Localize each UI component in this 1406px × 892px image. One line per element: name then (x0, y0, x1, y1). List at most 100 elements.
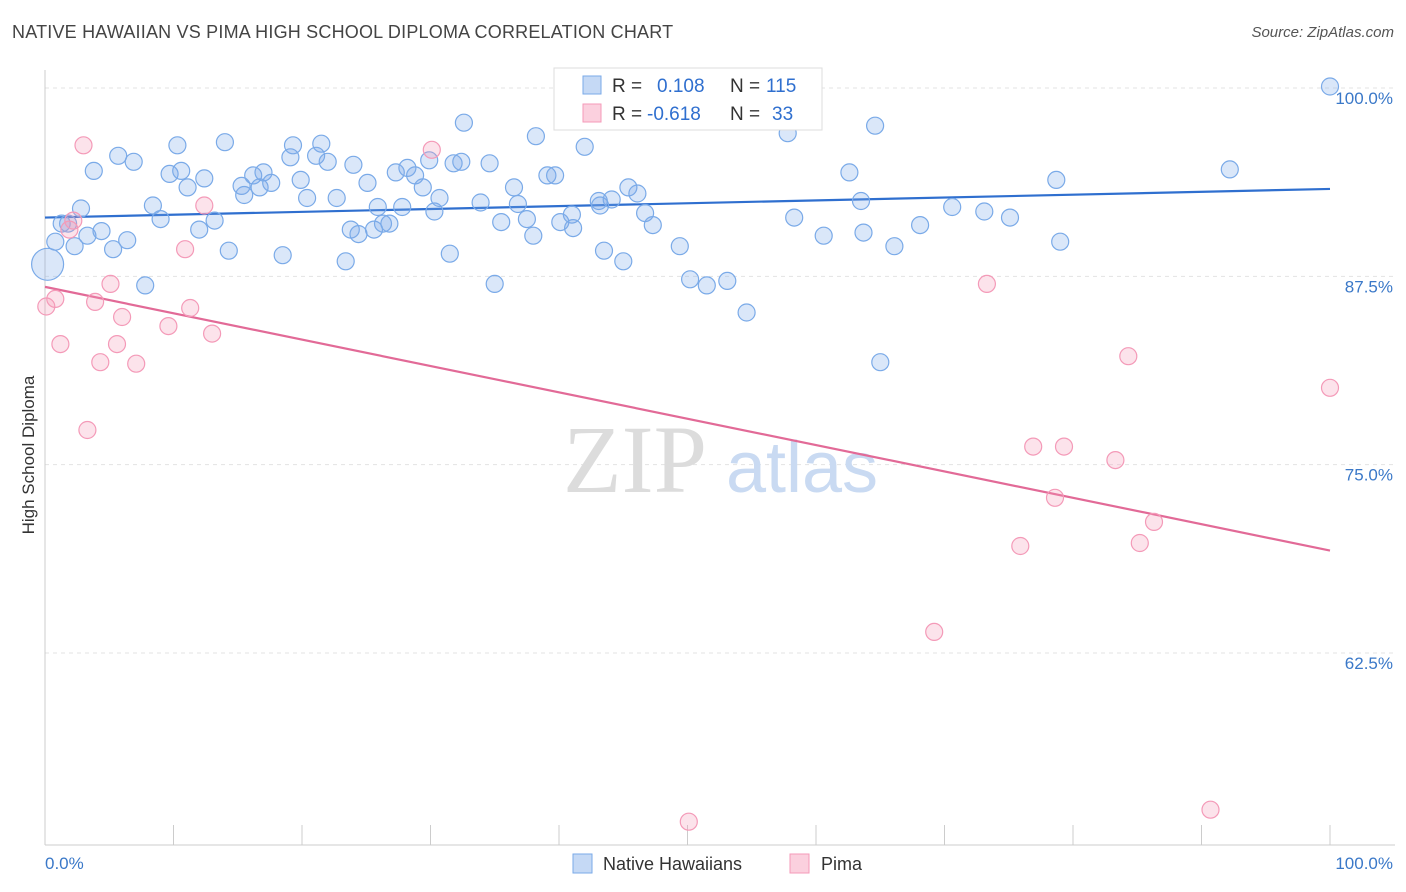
native-hawaiians-point (814, 226, 833, 245)
bottom-legend: Native Hawaiians Pima (572, 853, 863, 874)
pima-point (195, 196, 214, 215)
native-hawaiians-point (545, 166, 565, 185)
native-hawaiians-point (697, 276, 716, 295)
native-hawaiians-point (480, 154, 499, 173)
native-hawaiians-point (291, 170, 310, 189)
native-hawaiians-point (602, 190, 621, 209)
pima-point (159, 317, 178, 336)
native-hawaiians-point (103, 240, 123, 259)
legend-r-label: R = (612, 104, 642, 125)
native-hawaiians-point (840, 163, 859, 182)
native-hawaiians-point (526, 127, 546, 146)
native-hawaiians-point (420, 151, 439, 170)
native-hawaiians-point (215, 133, 234, 152)
native-hawaiians-point (854, 223, 873, 242)
native-hawaiians-point (327, 188, 346, 208)
native-hawaiians-point (78, 226, 97, 245)
pima-point (1130, 533, 1149, 553)
native-hawaiians-point (504, 178, 524, 197)
bottom-legend-label: Native Hawaiians (603, 854, 742, 874)
legend-r-value: -0.618 (647, 104, 701, 125)
bottom-legend-label: Pima (821, 854, 863, 874)
native-hawaiians-point (368, 197, 387, 217)
native-hawaiians-point (364, 220, 384, 239)
pima-point (60, 220, 79, 239)
pima-point (101, 274, 120, 293)
native-hawaiians-point (425, 202, 444, 221)
y-tick-label: 87.5% (1345, 277, 1393, 296)
pima-point (1320, 378, 1340, 397)
watermark: ZIP atlas (563, 406, 878, 513)
pima-point (1024, 437, 1043, 456)
native-hawaiians-point (485, 274, 504, 293)
native-hawaiians-point (1220, 160, 1239, 179)
native-hawaiians-point (413, 178, 432, 197)
native-hawaiians-point (118, 231, 137, 250)
native-hawaiians-point (336, 252, 355, 271)
native-hawaiians-point (124, 152, 143, 171)
native-hawaiians-point (273, 246, 292, 265)
native-hawaiians-point (178, 178, 197, 197)
legend-swatch-pink (582, 103, 602, 123)
native-hawaiians-point (454, 113, 473, 132)
y-tick-label: 100.0% (1335, 89, 1393, 108)
native-hawaiians-point (670, 237, 689, 256)
pima-point (181, 298, 200, 318)
native-hawaiians-point (283, 136, 303, 155)
legend: R = 0.108 N = 115 R = -0.618 N = 33 (553, 67, 823, 131)
native-hawaiians-point (190, 220, 209, 239)
native-hawaiians-point (975, 202, 994, 221)
native-hawaiians-point (136, 276, 155, 295)
native-hawaiians-point (1047, 170, 1066, 189)
x-tick-label: 100.0% (1335, 854, 1393, 873)
axes (44, 70, 1395, 846)
native-hawaiians-point (262, 173, 281, 192)
pima-point (127, 354, 146, 373)
pima-point (85, 292, 105, 311)
native-hawaiians-point (92, 222, 111, 241)
native-hawaiians-point (590, 196, 610, 215)
y-tick-labels: 62.5% 75.0% 87.5% 100.0% (1335, 89, 1393, 673)
watermark-zip: ZIP (563, 406, 707, 513)
bottom-legend-swatch-blue (572, 853, 593, 874)
pima-point (1054, 437, 1074, 456)
native-hawaiians-point (30, 247, 65, 281)
trend-lines (44, 187, 1331, 552)
pima-point (977, 274, 997, 293)
pima-point (78, 420, 97, 440)
native-hawaiians-point (865, 116, 885, 135)
pima-point (1144, 512, 1164, 532)
native-hawaiians-point (109, 146, 128, 165)
native-hawaiians-point (563, 219, 583, 238)
pima-point (1119, 347, 1138, 366)
legend-n-label: N = (730, 104, 760, 125)
native-hawaiians-point (594, 241, 614, 260)
native-hawaiians-point (172, 161, 191, 180)
chart-title: NATIVE HAWAIIAN VS PIMA HIGH SCHOOL DIPL… (12, 22, 674, 42)
bottom-legend-swatch-pink (789, 853, 810, 874)
native-hawaiians-point (851, 191, 871, 211)
legend-n-label: N = (730, 76, 760, 97)
legend-n-value: 33 (772, 104, 793, 125)
native-hawaiians-point (517, 210, 537, 229)
native-hawaiians-point (312, 134, 331, 153)
native-hawaiians-point (538, 166, 557, 185)
native-hawaiians-point (785, 208, 804, 227)
native-hawaiians-point (58, 214, 78, 233)
native-hawaiians-point (318, 152, 337, 171)
native-hawaiians-point (508, 194, 528, 214)
native-hawaiians-point (471, 193, 490, 212)
native-hawaiians-point (643, 216, 662, 235)
native-hawaiians-point (168, 136, 187, 155)
native-hawaiians-point (84, 161, 103, 180)
pima-point (46, 289, 65, 308)
native-hawaiians-point (160, 164, 179, 183)
native-hawaiians-point (619, 178, 638, 197)
native-hawaiians-point (1320, 77, 1340, 96)
native-hawaiians-point (562, 205, 582, 224)
native-hawaiians-point (910, 216, 930, 235)
native-hawaiians-point (628, 184, 647, 203)
native-hawaiians-point (143, 196, 162, 215)
native-hawaiians-point (358, 173, 377, 192)
x-tick-label: 0.0% (45, 854, 84, 873)
